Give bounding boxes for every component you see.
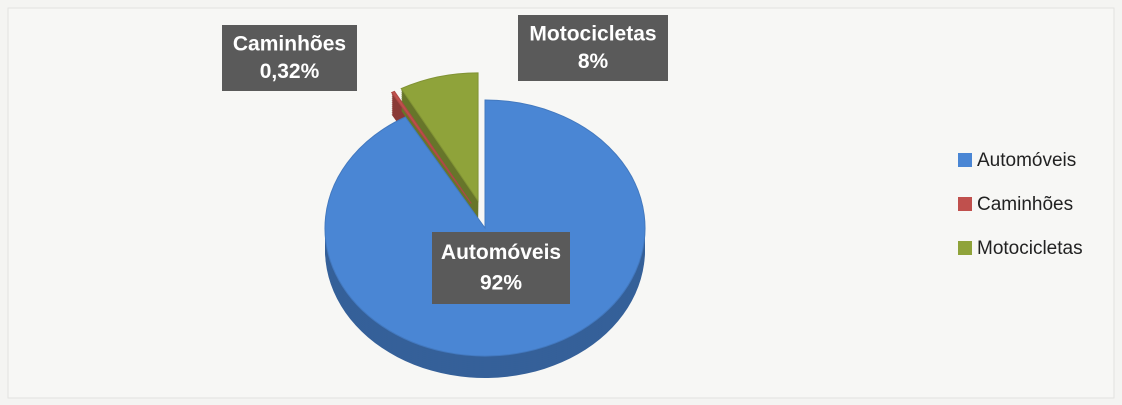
- slice: [390, 90, 472, 204]
- legend-label: Automóveis: [977, 150, 1076, 171]
- data-labels: Automóveis 92% Caminhões 0,32% Motocicletas 8…: [222, 15, 668, 304]
- label-category: Motocicletas: [529, 22, 656, 45]
- label-box: [222, 25, 357, 91]
- label-box: [518, 15, 668, 81]
- legend-swatch: [958, 153, 972, 167]
- slice: [400, 72, 479, 203]
- label-value: 0,32%: [260, 60, 320, 83]
- legend-label: Caminhões: [977, 194, 1073, 215]
- label-value: 8%: [578, 50, 609, 73]
- legend-swatch: [958, 241, 972, 255]
- label-box: [432, 232, 570, 304]
- legend-label: Motocicletas: [977, 238, 1083, 259]
- label-category: Caminhões: [233, 32, 346, 55]
- label-value: 92%: [480, 271, 522, 294]
- label-category: Automóveis: [441, 241, 561, 264]
- legend: Automóveis Caminhões Motocicletas: [958, 150, 1083, 259]
- slice: [324, 99, 646, 357]
- legend-swatch: [958, 197, 972, 211]
